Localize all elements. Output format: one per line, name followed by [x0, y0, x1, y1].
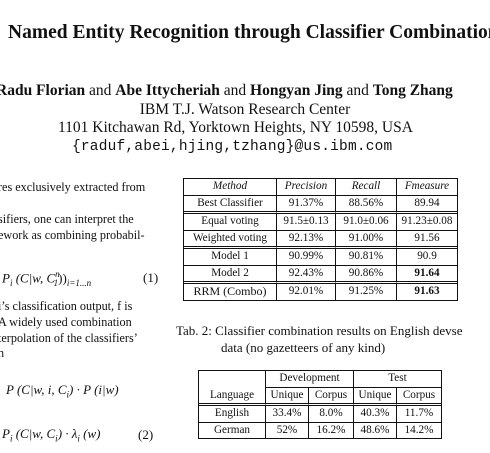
- equation-1: Pi (C|w, Cn1))i=1...n: [2, 269, 92, 288]
- body-text-line-2: sifiers, one can interpret the: [0, 212, 134, 226]
- body-text-line-7: n: [0, 346, 5, 360]
- cell: 40.3%: [354, 406, 397, 423]
- cell: 16.2%: [309, 422, 354, 438]
- cell: Model 1: [184, 249, 277, 266]
- author-3: Hongyan Jing: [250, 82, 343, 99]
- cell: 48.6%: [354, 422, 397, 438]
- group-header-test: Test: [354, 371, 441, 388]
- cell: 91.56: [397, 231, 457, 249]
- table-row: Best Classifier 91.37% 88.56% 89.94: [184, 195, 457, 214]
- author-2: Abe Ittycheriah: [115, 82, 220, 99]
- cell: 52%: [266, 422, 309, 438]
- results-table: Method Precision Recall Fmeasure Best Cl…: [183, 178, 458, 301]
- cell: English: [199, 406, 266, 423]
- cell: 92.43%: [277, 265, 336, 284]
- and-3: and: [346, 82, 369, 99]
- cell: Weighted voting: [184, 230, 277, 249]
- cell: 89.94: [397, 196, 457, 214]
- cell: 91.00%: [336, 230, 397, 249]
- cell: 90.86%: [336, 265, 397, 284]
- caption-line-2: data (no gazetteers of any kind): [221, 340, 386, 355]
- group-header-development: Development: [266, 371, 354, 388]
- equation-2: Pi (C|w, Ci) · λi (w): [2, 426, 101, 444]
- email-addresses: {raduf,abei,hjing,tzhang}@us.ibm.com: [72, 139, 393, 155]
- table-row: RRM (Combo) 92.01% 91.25% 91.63: [184, 284, 457, 300]
- cell: 91.25%: [336, 284, 397, 300]
- cell: 88.56%: [336, 195, 397, 214]
- body-text-line-6: terpolation of the classifiers’: [0, 331, 138, 345]
- cell: Equal voting: [184, 214, 277, 231]
- header-method: Method: [184, 179, 277, 196]
- table-group-header-row: Development Test: [199, 371, 441, 388]
- author-1: Radu Florian: [0, 82, 86, 99]
- header-fmeasure: Fmeasure: [397, 179, 457, 196]
- and-1: and: [89, 82, 112, 99]
- cell: German: [199, 422, 266, 438]
- subheader-corpus: Corpus: [397, 388, 441, 406]
- table-row: Weighted voting 92.13% 91.00% 91.56: [184, 230, 457, 249]
- table-row: English 33.4% 8.0% 40.3% 11.7%: [199, 406, 441, 423]
- equation-mid: P (C|w, i, Ci) · P (i|w): [6, 382, 119, 400]
- subheader-corpus: Corpus: [309, 387, 354, 406]
- equation-2-number: (2): [138, 427, 154, 442]
- cell: 92.01%: [277, 284, 336, 300]
- institution: IBM T.J. Watson Research Center: [139, 101, 351, 118]
- cell: 91.37%: [277, 195, 336, 214]
- cell: 91.5±0.13: [277, 214, 336, 231]
- caption-line-1: Classifier combination results on Englis…: [215, 323, 463, 338]
- cell: 33.4%: [266, 406, 309, 423]
- cell: 14.2%: [404, 423, 434, 436]
- table-row: Model 1 90.99% 90.81% 90.9: [184, 249, 457, 266]
- body-text-line-4: i’s classification output, f is: [0, 299, 133, 313]
- table-row: Equal voting 91.5±0.13 91.0±0.06 91.23±0…: [184, 214, 457, 231]
- body-text-line-1: res exclusively extracted from: [0, 180, 146, 194]
- table-header-row: Method Precision Recall Fmeasure: [184, 179, 457, 196]
- cell: Best Classifier: [184, 195, 277, 214]
- header-recall: Recall: [336, 179, 397, 196]
- subheader-unique: Unique: [354, 387, 397, 406]
- cell: 90.99%: [277, 249, 336, 266]
- author-4: Tong Zhang: [372, 82, 453, 99]
- table-row: German 52% 16.2% 48.6% 14.2%: [199, 422, 441, 438]
- cell: RRM (Combo): [184, 284, 277, 300]
- caption-label: Tab. 2:: [176, 323, 212, 338]
- cell: 92.13%: [277, 230, 336, 249]
- table-row: Model 2 92.43% 90.86% 91.64: [184, 265, 457, 284]
- body-text-line-5: A widely used combination: [0, 315, 132, 329]
- dictionary-table: Development Test Language Unique Corpus …: [198, 370, 442, 439]
- cell: 91.63: [414, 285, 440, 297]
- subheader-language: Language: [199, 387, 266, 406]
- cell: 8.0%: [309, 406, 354, 423]
- cell: 11.7%: [397, 406, 441, 423]
- header-precision: Precision: [277, 179, 336, 196]
- table-caption: Tab. 2: Classifier combination results o…: [176, 322, 463, 356]
- equation-1-number: (1): [143, 270, 159, 285]
- author-line: Radu Florian and Abe Ittycheriah and Hon…: [0, 82, 453, 100]
- cell: 91.23±0.08: [397, 214, 457, 231]
- body-text-line-3: ework as combining probabil-: [0, 228, 145, 242]
- cell: 90.9: [397, 249, 457, 266]
- cell: 91.64: [397, 266, 457, 284]
- paper-title: Named Entity Recognition through Classif…: [8, 22, 490, 43]
- empty-corner: [199, 371, 266, 388]
- and-2: and: [223, 82, 247, 99]
- address: 1101 Kitchawan Rd, Yorktown Heights, NY …: [58, 119, 413, 136]
- cell: Model 2: [184, 265, 277, 284]
- cell: 91.0±0.06: [336, 214, 397, 231]
- cell: 90.81%: [336, 249, 397, 266]
- table-subheader-row: Language Unique Corpus Unique Corpus: [199, 387, 441, 406]
- subheader-unique: Unique: [266, 387, 309, 406]
